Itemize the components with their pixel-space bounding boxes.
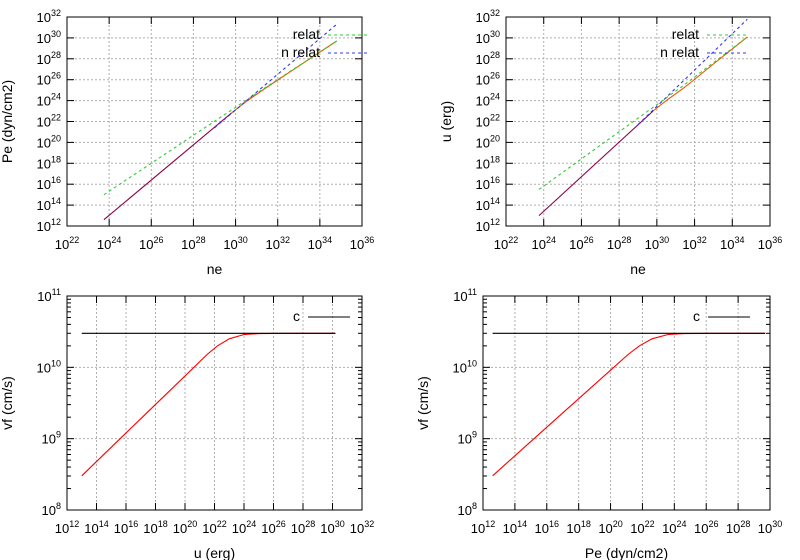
y-tick-label: 1030 bbox=[476, 29, 500, 46]
y-tick-label: 1010 bbox=[37, 358, 61, 375]
y-tick-label: 109 bbox=[42, 430, 61, 447]
x-tick-label: 1030 bbox=[320, 519, 344, 536]
x-tick-label: 1028 bbox=[607, 235, 631, 252]
x-tick-label: 1016 bbox=[114, 519, 138, 536]
x-tick-label: 1026 bbox=[569, 235, 593, 252]
y-axis-label: vf (cm/s) bbox=[415, 376, 431, 430]
y-tick-label: 1014 bbox=[37, 196, 61, 213]
x-tick-label: 1020 bbox=[173, 519, 197, 536]
x-tick-label: 1012 bbox=[55, 519, 79, 536]
y-axis-label: u (erg) bbox=[438, 101, 454, 142]
x-tick-label: 1024 bbox=[97, 235, 121, 252]
x-tick-label: 1026 bbox=[694, 519, 718, 536]
chart-1: 1022 1024 1026 1028 1030 1032 1034 1036 1012 1014… bbox=[0, 8, 374, 277]
x-tick-label: 1018 bbox=[143, 519, 167, 536]
y-tick-label: 1014 bbox=[476, 196, 500, 213]
series-line bbox=[637, 18, 748, 125]
x-tick-label: 1032 bbox=[682, 235, 706, 252]
y-tick-label: 1020 bbox=[37, 133, 61, 150]
series-line bbox=[492, 332, 766, 477]
y-tick-label: 1028 bbox=[37, 50, 61, 67]
legend-label: n relat bbox=[660, 44, 699, 60]
y-tick-label: 109 bbox=[458, 430, 477, 447]
series-line bbox=[538, 110, 654, 217]
series-line bbox=[538, 36, 748, 190]
x-tick-label: 1024 bbox=[662, 519, 686, 536]
y-tick-label: 1028 bbox=[476, 50, 500, 67]
plot-frame bbox=[482, 295, 771, 511]
y-axis-label: Pe (dyn/cm2) bbox=[0, 80, 15, 163]
x-tick-label: 1014 bbox=[84, 519, 108, 536]
series-line bbox=[652, 36, 748, 112]
y-tick-label: 1011 bbox=[37, 287, 61, 304]
x-axis-label: Pe (dyn/cm2) bbox=[585, 545, 668, 560]
x-tick-label: 1032 bbox=[350, 519, 374, 536]
x-tick-label: 1026 bbox=[139, 235, 163, 252]
x-tick-label: 1022 bbox=[55, 235, 79, 252]
x-axis-label: ne bbox=[207, 261, 223, 277]
y-tick-label: 1016 bbox=[37, 175, 61, 192]
legend-label: c bbox=[693, 308, 700, 324]
y-tick-label: 1020 bbox=[476, 133, 500, 150]
series-line bbox=[81, 332, 336, 477]
y-tick-label: 1012 bbox=[37, 217, 61, 234]
x-tick-label: 1034 bbox=[720, 235, 744, 252]
x-tick-label: 1022 bbox=[494, 235, 518, 252]
x-tick-label: 1024 bbox=[232, 519, 256, 536]
y-tick-label: 1032 bbox=[37, 8, 61, 25]
legend-label: n relat bbox=[281, 44, 320, 60]
y-tick-label: 1018 bbox=[476, 154, 500, 171]
x-tick-label: 1016 bbox=[535, 519, 559, 536]
x-tick-label: 1024 bbox=[531, 235, 555, 252]
x-tick-label: 1032 bbox=[265, 235, 289, 252]
y-tick-label: 1018 bbox=[37, 154, 61, 171]
x-tick-label: 1028 bbox=[291, 519, 315, 536]
x-tick-label: 1030 bbox=[758, 519, 782, 536]
legend-label: relat bbox=[293, 26, 320, 42]
chart-3: 1012 1014 1016 1018 1020 1022 1024 1026 1028 1030… bbox=[0, 287, 374, 560]
y-tick-label: 1024 bbox=[476, 92, 500, 109]
x-tick-label: 1022 bbox=[202, 519, 226, 536]
y-tick-label: 1030 bbox=[37, 29, 61, 46]
x-tick-label: 1022 bbox=[630, 519, 654, 536]
series-line bbox=[103, 112, 232, 221]
y-tick-label: 1022 bbox=[37, 113, 61, 130]
y-tick-label: 108 bbox=[42, 501, 61, 518]
legend-label: relat bbox=[672, 26, 699, 42]
x-tick-label: 1030 bbox=[223, 235, 247, 252]
x-tick-label: 1018 bbox=[566, 519, 590, 536]
x-tick-label: 1030 bbox=[645, 235, 669, 252]
x-axis-label: u (erg) bbox=[194, 545, 235, 560]
legend-label: c bbox=[293, 308, 300, 324]
y-tick-label: 108 bbox=[458, 501, 477, 518]
x-tick-label: 1020 bbox=[598, 519, 622, 536]
y-tick-label: 1011 bbox=[453, 287, 477, 304]
x-tick-label: 1026 bbox=[261, 519, 285, 536]
series-line bbox=[214, 23, 338, 129]
chart-2: 1022 1024 1026 1028 1030 1032 1034 1036 1012 1014… bbox=[438, 8, 782, 277]
x-tick-label: 1034 bbox=[308, 235, 332, 252]
x-tick-label: 1028 bbox=[181, 235, 205, 252]
y-tick-label: 1022 bbox=[476, 113, 500, 130]
y-tick-label: 1026 bbox=[37, 71, 61, 88]
chart-4: 1012 1014 1016 1018 1020 1022 1024 1026 1028 1030… bbox=[415, 287, 782, 560]
y-tick-label: 1032 bbox=[476, 8, 500, 25]
x-tick-label: 1012 bbox=[471, 519, 495, 536]
x-tick-label: 1014 bbox=[503, 519, 527, 536]
x-axis-label: ne bbox=[630, 261, 646, 277]
x-tick-label: 1036 bbox=[758, 235, 782, 252]
y-axis-label: vf (cm/s) bbox=[0, 376, 15, 430]
y-tick-label: 1010 bbox=[453, 358, 477, 375]
y-tick-label: 1024 bbox=[37, 92, 61, 109]
x-tick-label: 1036 bbox=[350, 235, 374, 252]
y-tick-label: 1026 bbox=[476, 71, 500, 88]
y-tick-label: 1012 bbox=[476, 217, 500, 234]
y-tick-label: 1016 bbox=[476, 175, 500, 192]
x-tick-label: 1028 bbox=[726, 519, 750, 536]
